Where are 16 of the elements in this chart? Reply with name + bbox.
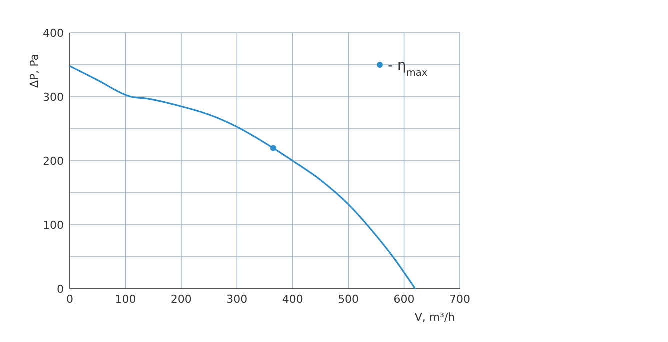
x-tick-label: 0 — [66, 293, 74, 306]
x-tick-label: 300 — [226, 293, 248, 306]
x-tick-label: 600 — [394, 293, 415, 306]
x-tick-label: 100 — [115, 293, 136, 306]
y-tick-label: 300 — [43, 91, 64, 104]
x-tick-label: 700 — [450, 293, 470, 306]
y-tick-label: 100 — [43, 219, 64, 232]
x-tick-label: 500 — [338, 293, 360, 306]
y-tick-label: 0 — [57, 283, 64, 296]
y-tick-label: 200 — [43, 155, 64, 168]
x-axis-title: V, m³/h — [414, 311, 456, 324]
legend-label: - η$_{max}$ — [388, 58, 428, 78]
x-tick-label: 400 — [282, 293, 304, 306]
y-axis-title: ΔP, Pa — [28, 54, 41, 88]
x-tick-label: 200 — [170, 293, 192, 306]
y-tick-label: 400 — [43, 27, 64, 40]
